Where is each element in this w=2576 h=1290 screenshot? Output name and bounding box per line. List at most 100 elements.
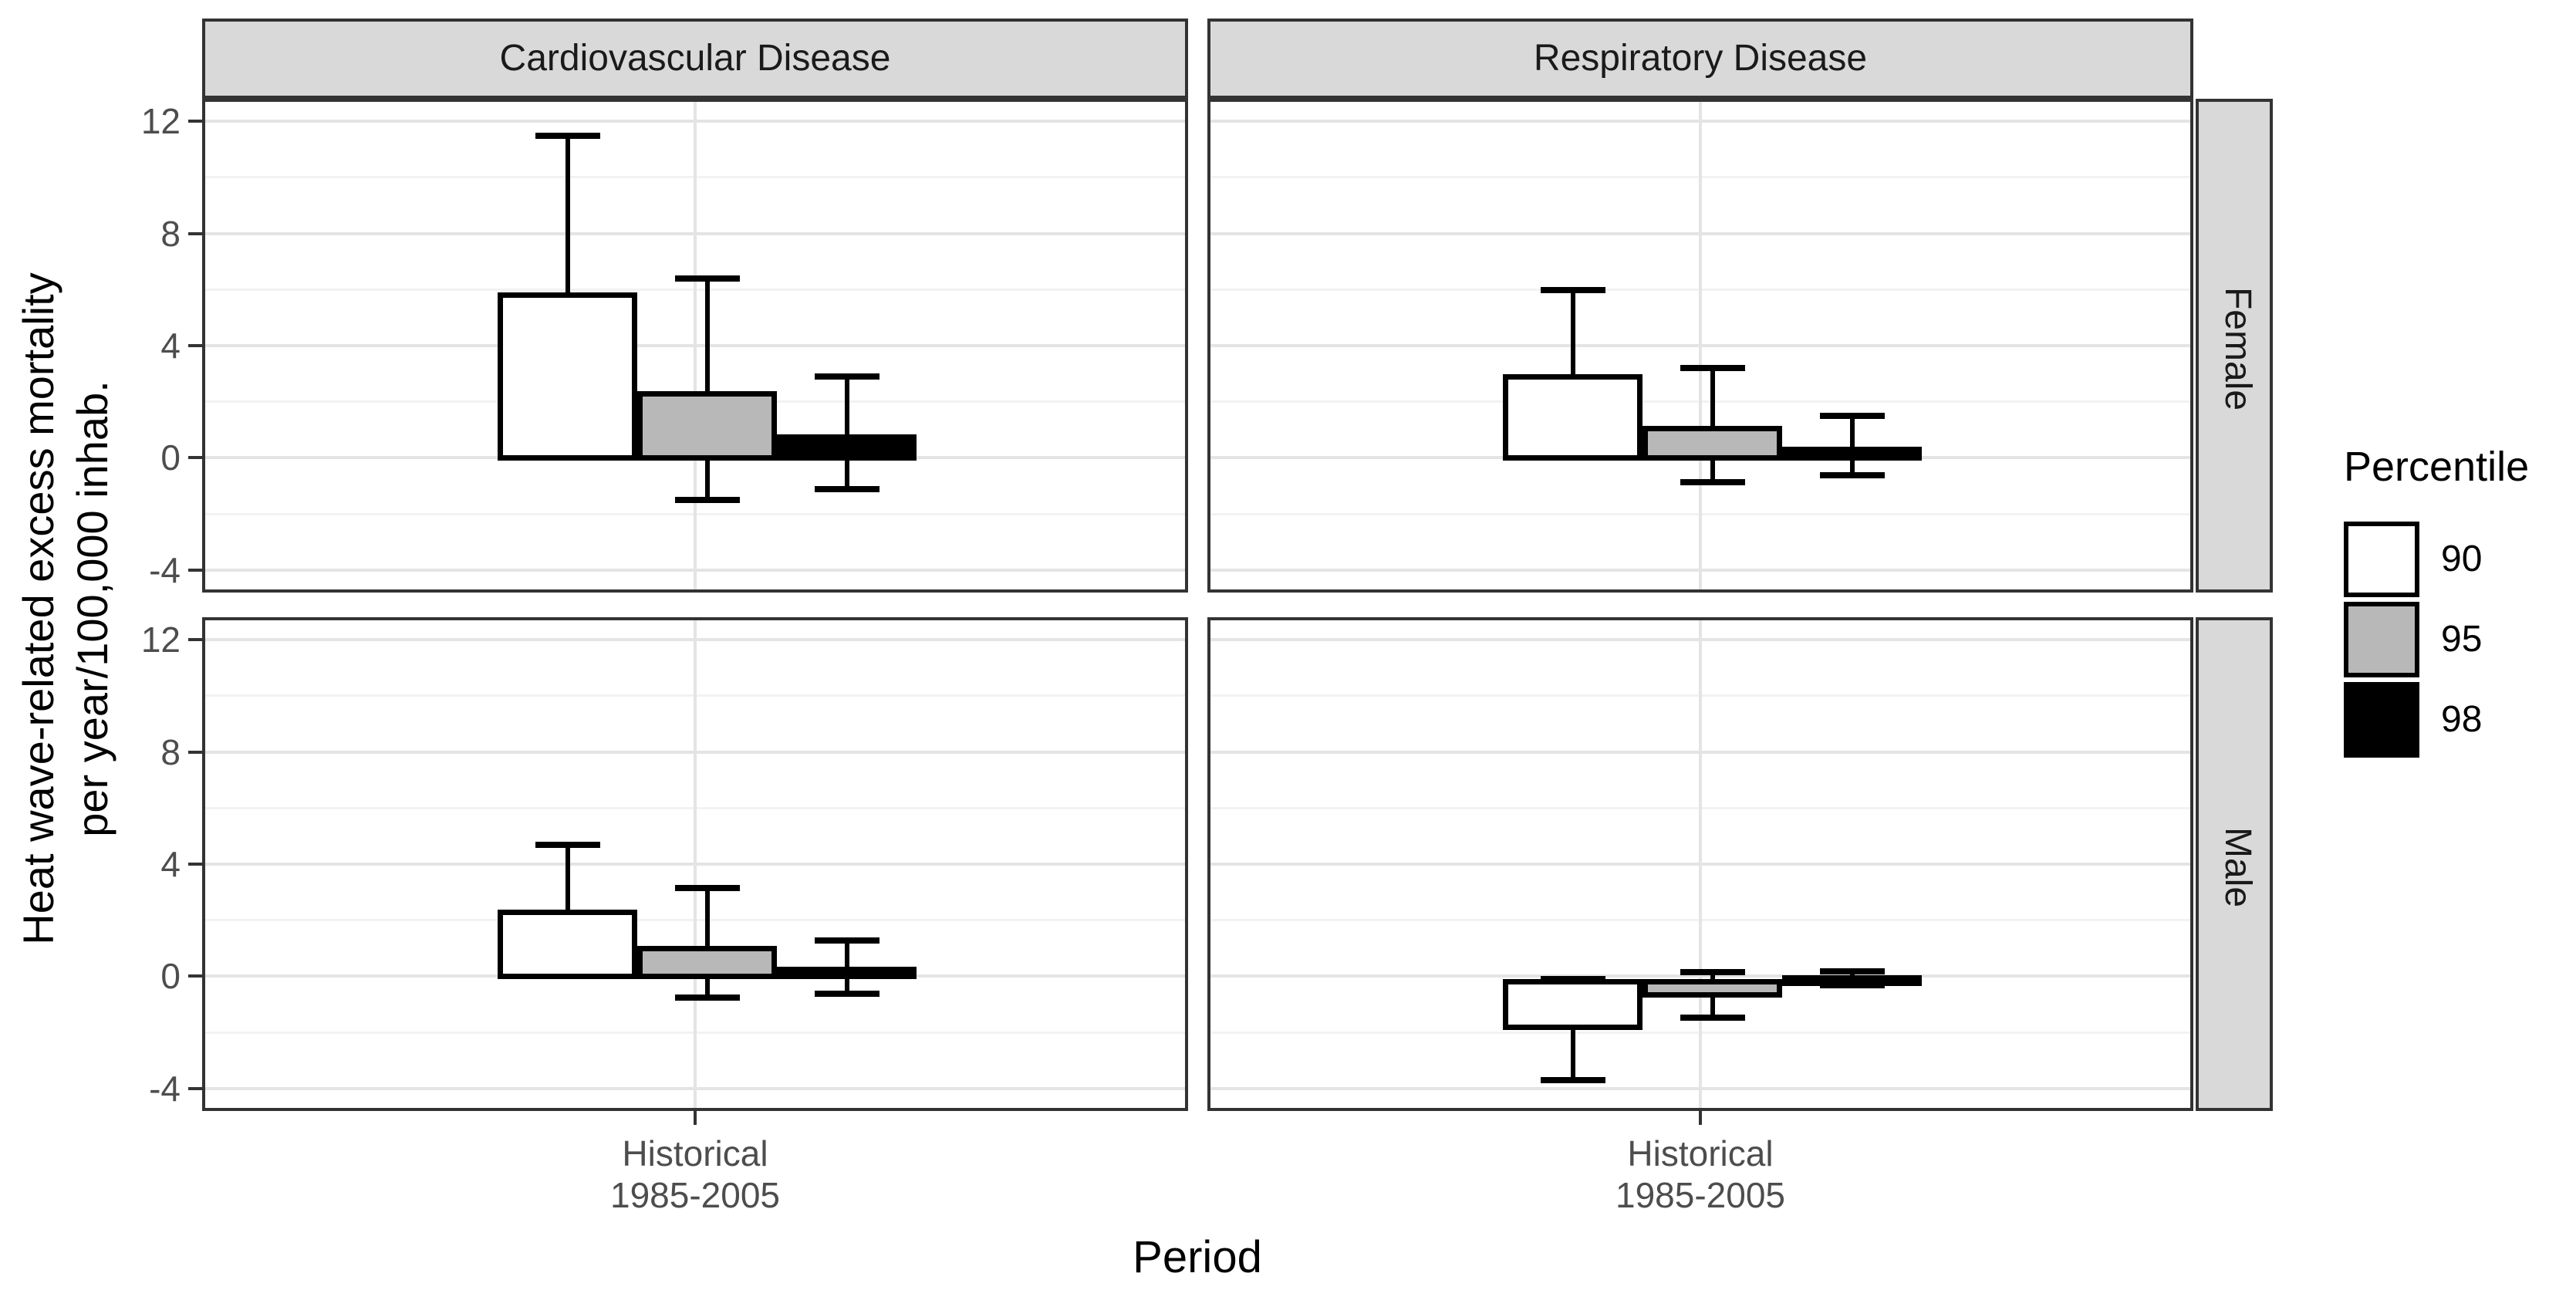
y-tick-label: 4 — [160, 326, 181, 366]
errorbar-cap-bottom-p95 — [1680, 1014, 1745, 1021]
y-tick-label: 12 — [140, 101, 181, 142]
bar-p95 — [637, 945, 777, 980]
x-tick-line1: Historical — [622, 1133, 768, 1173]
x-tick-line2: 1985-2005 — [610, 1175, 780, 1215]
x-tick-label-left-panel: Historical 1985-2005 — [448, 1133, 942, 1216]
facet-strip-label: Cardiovascular Disease — [499, 38, 891, 79]
y-tick-mark — [188, 456, 202, 460]
y-tick-label: -4 — [149, 549, 181, 590]
y-tick-mark — [188, 750, 202, 754]
facet-strip-label: Male — [2217, 826, 2258, 908]
errorbar-line-p90 — [565, 135, 570, 450]
legend-label-90: 90 — [2441, 539, 2483, 579]
errorbar-cap-top-p95 — [674, 885, 740, 892]
bar-p90 — [498, 292, 637, 461]
y-tick-mark — [188, 568, 202, 572]
y-tick-mark — [188, 1086, 202, 1090]
facet-strip-respiratory: Respiratory Disease — [1207, 19, 2193, 99]
panel-respiratory-male — [1207, 617, 2193, 1111]
legend-item-95: 95 — [2344, 602, 2575, 677]
x-tick-mark — [694, 1111, 697, 1125]
y-tick-label: 8 — [160, 731, 181, 772]
errorbar-cap-bottom-p90 — [1540, 1077, 1605, 1084]
legend-item-98: 98 — [2344, 682, 2575, 758]
y-tick-label: 12 — [140, 620, 181, 660]
errorbar-line-p95 — [704, 888, 710, 998]
y-tick-mark — [188, 974, 202, 978]
errorbar-cap-bottom-p98 — [1819, 471, 1885, 478]
bar-p95 — [1642, 979, 1782, 998]
category-gridline — [1699, 102, 1702, 589]
legend-swatch-98 — [2344, 682, 2419, 758]
errorbar-line-p95 — [1710, 368, 1715, 482]
errorbar-cap-top-p90 — [535, 132, 600, 139]
bar-p98 — [777, 434, 917, 461]
y-tick-mark — [188, 638, 202, 642]
facet-strip-cardiovascular: Cardiovascular Disease — [202, 19, 1188, 99]
y-tick-label: -4 — [149, 1068, 181, 1109]
errorbar-cap-top-p98 — [814, 937, 879, 944]
category-gridline — [694, 620, 697, 1108]
errorbar-cap-top-p95 — [1680, 365, 1745, 372]
bar-p95 — [1642, 426, 1782, 461]
errorbar-line-p95 — [704, 279, 710, 501]
x-tick-line2: 1985-2005 — [1615, 1175, 1785, 1215]
bar-p98 — [1782, 975, 1922, 986]
y-tick-mark — [188, 120, 202, 123]
bar-p90 — [1503, 979, 1642, 1030]
errorbar-line-p98 — [844, 377, 849, 489]
legend-label-95: 95 — [2441, 619, 2483, 660]
errorbar-cap-top-p95 — [1680, 969, 1745, 976]
legend-swatch-90 — [2344, 522, 2419, 597]
errorbar-line-p90 — [1570, 979, 1575, 1081]
y-tick-mark — [188, 344, 202, 347]
errorbar-cap-bottom-p95 — [1680, 478, 1745, 485]
errorbar-cap-top-p95 — [674, 275, 740, 282]
errorbar-cap-bottom-p95 — [674, 497, 740, 504]
bar-p95 — [637, 390, 777, 461]
y-axis-title-line1: Heat wave-related excess mortality — [14, 272, 62, 945]
errorbar-cap-top-p98 — [1819, 413, 1885, 420]
bar-p90 — [498, 909, 637, 980]
facet-strip-label: Female — [2217, 286, 2258, 411]
legend-title: Percentile — [2344, 444, 2530, 490]
x-tick-mark — [1699, 1111, 1702, 1125]
y-tick-mark — [188, 863, 202, 866]
errorbar-cap-top-p90 — [535, 841, 600, 848]
x-tick-label-right-panel: Historical 1985-2005 — [1453, 1133, 1947, 1216]
errorbar-line-p90 — [565, 844, 570, 971]
errorbar-cap-top-p98 — [1819, 967, 1885, 974]
errorbar-cap-bottom-p98 — [814, 485, 879, 492]
legend-swatch-95 — [2344, 602, 2419, 677]
errorbar-line-p98 — [1849, 416, 1855, 475]
facet-strip-male: Male — [2196, 617, 2273, 1111]
y-tick-label: 0 — [160, 437, 181, 478]
legend-label-98: 98 — [2441, 699, 2483, 740]
y-axis-title: Heat wave-related excess mortality per y… — [12, 30, 124, 1187]
y-tick-label: 8 — [160, 213, 181, 254]
panel-cardiovascular-female — [202, 99, 1188, 593]
y-axis-title-line2: per year/100,000 inhab. — [68, 380, 116, 837]
errorbar-cap-top-p90 — [1540, 286, 1605, 293]
panel-cardiovascular-male — [202, 617, 1188, 1111]
bar-p98 — [1782, 447, 1922, 461]
errorbar-line-p90 — [1570, 289, 1575, 453]
category-gridline — [694, 102, 697, 589]
y-tick-mark — [188, 231, 202, 235]
errorbar-cap-bottom-p98 — [814, 990, 879, 997]
errorbar-line-p98 — [844, 940, 849, 994]
facet-strip-female: Female — [2196, 99, 2273, 593]
category-gridline — [1699, 620, 1702, 1108]
y-tick-label: 0 — [160, 956, 181, 997]
panel-respiratory-female — [1207, 99, 2193, 593]
legend-item-90: 90 — [2344, 522, 2575, 597]
facet-strip-label: Respiratory Disease — [1533, 38, 1868, 79]
errorbar-cap-bottom-p95 — [674, 995, 740, 1001]
bar-p90 — [1503, 373, 1642, 461]
x-tick-line1: Historical — [1627, 1133, 1774, 1173]
errorbar-cap-top-p98 — [814, 373, 879, 380]
y-tick-label: 4 — [160, 844, 181, 884]
bar-p98 — [777, 967, 917, 980]
x-axis-title: Period — [1133, 1232, 1262, 1282]
